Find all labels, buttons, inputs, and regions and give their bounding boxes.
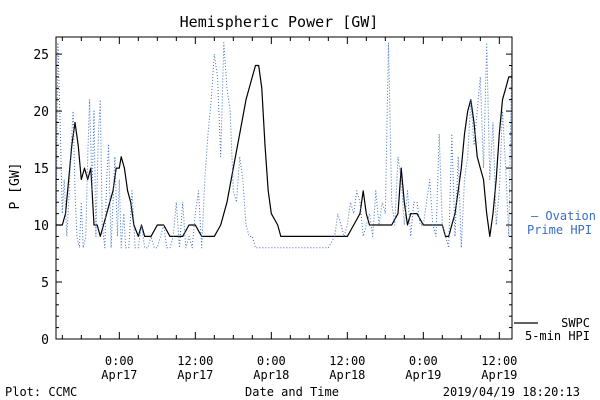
x-axis-label: Date and Time: [245, 385, 339, 399]
legend-ovation-line2: Prime HPI: [527, 223, 592, 237]
legend-swpc-line2: 5-min HPI: [525, 329, 590, 343]
plot-frame: [55, 36, 513, 340]
x-tick-label-date: Apr19: [481, 368, 517, 382]
legend-ovation-line1: — Ovation: [531, 209, 596, 223]
plot-timestamp: 2019/04/19 18:20:13: [443, 385, 580, 399]
series-line-ovation-prime-hpi: [56, 42, 512, 249]
axes: 05101520250:00Apr1712:00Apr170:00Apr1812…: [33, 36, 517, 382]
x-tick-label-time: 12:00: [329, 354, 365, 368]
series-line-swpc-hpi: [56, 64, 512, 237]
plot-area: [56, 42, 512, 249]
x-tick-label-date: Apr19: [405, 368, 441, 382]
plot-credit: Plot: CCMC: [5, 385, 77, 399]
y-tick-label: 0: [41, 333, 49, 348]
x-tick-label-date: Apr17: [177, 368, 213, 382]
x-tick-label-date: Apr18: [329, 368, 365, 382]
y-tick-label: 20: [33, 105, 49, 120]
x-tick-label-time: 0:00: [409, 354, 438, 368]
y-tick-label: 10: [33, 219, 49, 234]
x-tick-label-time: 12:00: [481, 354, 517, 368]
x-tick-label-time: 12:00: [177, 354, 213, 368]
chart-title: Hemispheric Power [GW]: [180, 13, 379, 31]
x-tick-label-time: 0:00: [257, 354, 286, 368]
y-tick-label: 25: [33, 48, 49, 63]
y-axis-label: P [GW]: [8, 163, 23, 210]
x-tick-label-date: Apr17: [101, 368, 137, 382]
y-tick-label: 15: [33, 162, 49, 177]
legend-swpc-line1: SWPC: [561, 316, 590, 330]
y-tick-label: 5: [41, 276, 49, 291]
x-tick-label-date: Apr18: [253, 368, 289, 382]
x-tick-label-time: 0:00: [105, 354, 134, 368]
